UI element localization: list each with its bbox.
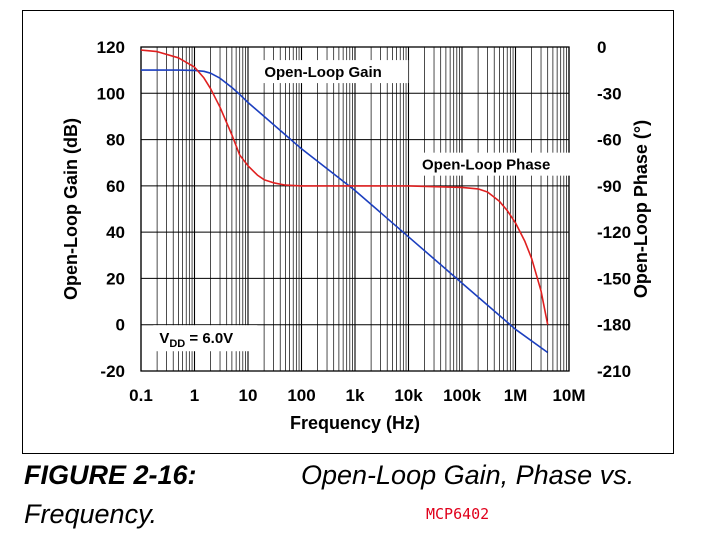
x-tick-label: 10k xyxy=(394,386,423,405)
y-tick-label: 100 xyxy=(97,84,125,103)
x-tick-label: 10M xyxy=(552,386,585,405)
x-tick-label: 0.1 xyxy=(129,386,153,405)
x-tick-label: 1k xyxy=(346,386,365,405)
y2-tick-label: -30 xyxy=(597,84,622,103)
figure-title: Open-Loop Gain, Phase vs. xyxy=(301,460,635,490)
chart-plot: -20020406080100120-210-180-150-120-90-60… xyxy=(61,38,651,433)
y-tick-label: 40 xyxy=(106,223,125,242)
x-tick-label: 10 xyxy=(239,386,258,405)
x-tick-label: 100 xyxy=(287,386,315,405)
y2-axis-label: Open-Loop Phase (°) xyxy=(631,120,651,298)
vdd-value: = 6.0V xyxy=(185,330,233,347)
y2-tick-label: -60 xyxy=(597,131,622,150)
phase-series-line xyxy=(140,49,549,325)
vdd-subscript: DD xyxy=(169,338,185,350)
y-tick-label: 80 xyxy=(106,131,125,150)
y2-tick-label: -180 xyxy=(597,316,631,335)
y-tick-label: 120 xyxy=(97,38,125,57)
figure-label: FIGURE 2-16: xyxy=(24,460,197,490)
x-axis-label: Frequency (Hz) xyxy=(290,413,420,433)
x-tick-label: 1 xyxy=(190,386,199,405)
figure-title-continued: Frequency. xyxy=(24,499,158,529)
vdd-annotation-backing xyxy=(153,325,258,352)
y-axis-label: Open-Loop Gain (dB) xyxy=(61,118,81,300)
y2-tick-label: -90 xyxy=(597,177,622,196)
y-tick-label: 0 xyxy=(116,316,125,335)
y-tick-label: -20 xyxy=(100,362,125,381)
gain-annotation-backing xyxy=(258,60,409,84)
phase-annotation-backing xyxy=(416,152,587,176)
y-tick-label: 60 xyxy=(106,177,125,196)
y2-tick-label: -150 xyxy=(597,269,631,288)
gain-annotation: Open-Loop Gain xyxy=(264,64,382,81)
vdd-main: V xyxy=(159,330,169,347)
vdd-annotation: VDD = 6.0V xyxy=(159,330,233,350)
y2-tick-label: 0 xyxy=(597,38,606,57)
y2-tick-label: -120 xyxy=(597,223,631,242)
chart-frame: -20 0 20 40 60 80 100 120 -210 -180 -150 -120 -90 -60… xyxy=(22,10,674,454)
phase-annotation: Open-Loop Phase xyxy=(422,157,550,174)
plot-border xyxy=(140,46,570,372)
x-tick-label: 1M xyxy=(504,386,528,405)
x-tick-label: 100k xyxy=(443,386,481,405)
y-tick-label: 20 xyxy=(106,269,125,288)
y2-tick-label: -210 xyxy=(597,362,631,381)
gain-series-line xyxy=(141,69,549,354)
part-number: MCP6402 xyxy=(426,505,490,523)
